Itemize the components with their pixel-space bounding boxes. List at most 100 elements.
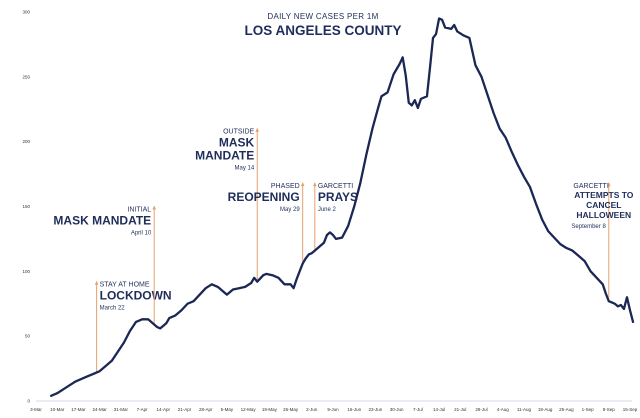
x-tick-label: 28-Apr <box>199 407 213 412</box>
y-tick-label: 250 <box>22 74 30 79</box>
data-point <box>499 128 501 130</box>
data-point <box>332 234 334 236</box>
data-point <box>265 273 267 275</box>
y-tick-label: 50 <box>25 334 31 339</box>
data-point <box>605 292 607 294</box>
annotation-headline: ATTEMPTS TO <box>574 190 634 200</box>
x-tick-label: 26-May <box>283 407 299 412</box>
data-point <box>511 151 513 153</box>
annotation-arrow-icon <box>300 182 305 187</box>
data-point <box>505 137 507 139</box>
x-tick-label: 8-Sep <box>603 407 616 412</box>
data-point <box>411 104 413 106</box>
data-point <box>314 249 316 252</box>
annotation-headline: MASK <box>219 136 255 150</box>
data-point <box>590 270 592 272</box>
annotation-label: STAY AT HOME <box>100 282 150 289</box>
data-point <box>262 274 264 276</box>
data-point <box>583 260 586 262</box>
data-point <box>617 305 619 307</box>
x-tick-label: 3-Mar <box>30 407 42 412</box>
data-point <box>435 33 437 35</box>
data-point <box>608 300 610 302</box>
data-point <box>156 326 158 328</box>
x-tick-label: 11-Aug <box>517 407 532 412</box>
data-point <box>453 24 455 26</box>
data-point <box>486 94 489 96</box>
data-point <box>311 252 313 254</box>
annotation-label: GARCETTI <box>318 183 353 190</box>
data-point <box>256 281 258 283</box>
data-point <box>135 321 137 323</box>
x-tick-label: 23-Jun <box>369 407 383 412</box>
data-point <box>305 257 307 259</box>
data-point <box>444 26 446 29</box>
data-point <box>244 286 246 288</box>
annotation-date: May 14 <box>235 166 255 172</box>
annotation-headline: MASK MANDATE <box>53 214 151 228</box>
data-point <box>329 231 331 234</box>
data-point <box>326 234 328 236</box>
chart-title: LOS ANGELES COUNTY <box>244 23 401 38</box>
data-point <box>205 287 207 289</box>
data-point <box>74 380 76 383</box>
x-tick-label: 2-Jun <box>306 407 318 412</box>
x-tick-label: 17-Mar <box>71 407 86 412</box>
data-point <box>56 392 58 394</box>
x-tick-label: 4-Aug <box>497 407 510 412</box>
data-point <box>296 278 298 280</box>
data-point <box>393 73 395 75</box>
data-point <box>86 375 89 377</box>
data-point <box>399 63 401 65</box>
x-tick-label: 18-Aug <box>538 407 553 412</box>
data-point <box>186 303 189 305</box>
data-point <box>523 176 525 178</box>
data-point <box>529 186 531 188</box>
x-tick-label: 7-Jul <box>413 407 423 412</box>
data-point <box>541 218 543 221</box>
y-tick-label: 100 <box>22 269 30 274</box>
annotation-headline: PRAYS <box>318 190 358 204</box>
data-point <box>129 330 131 332</box>
data-point <box>535 203 537 205</box>
annotation-headline: HALLOWEEN <box>576 210 631 220</box>
data-point <box>217 286 219 288</box>
data-point <box>323 242 325 244</box>
annotation-label: PHASED <box>271 183 300 190</box>
annotation-headline: LOCKDOWN <box>100 289 172 303</box>
data-point <box>174 314 177 317</box>
data-point <box>517 164 519 166</box>
data-point <box>226 294 228 296</box>
data-point <box>165 322 167 324</box>
data-point <box>117 351 119 353</box>
data-point <box>614 303 616 305</box>
x-tick-label: 15-Sep <box>623 407 638 412</box>
x-axis: 3-Mar 10-Mar 17-Mar 24-Mar 31-Mar 7-Apr 14-Apr… <box>30 407 638 412</box>
data-point <box>168 317 170 319</box>
series-layer <box>50 17 635 397</box>
data-point <box>611 301 613 304</box>
data-point <box>253 277 255 279</box>
data-point <box>559 243 561 245</box>
data-point <box>547 230 549 232</box>
data-point <box>335 238 337 240</box>
data-point <box>480 76 483 78</box>
data-point <box>299 270 301 272</box>
data-point <box>123 342 125 344</box>
data-point <box>602 283 604 285</box>
data-point <box>623 308 625 310</box>
data-point <box>565 247 567 249</box>
x-tick-label: 14-Apr <box>157 407 171 412</box>
data-point <box>232 288 234 291</box>
data-point <box>180 309 183 311</box>
annotation-date: September 8 <box>571 224 606 230</box>
data-point <box>150 321 152 323</box>
annotation-label: INITIAL <box>127 207 151 214</box>
x-tick-label: 10-Mar <box>50 407 65 412</box>
data-point <box>389 82 392 84</box>
data-point <box>347 225 349 227</box>
data-point <box>553 237 555 239</box>
annotation-headline: MANDATE <box>195 149 254 163</box>
